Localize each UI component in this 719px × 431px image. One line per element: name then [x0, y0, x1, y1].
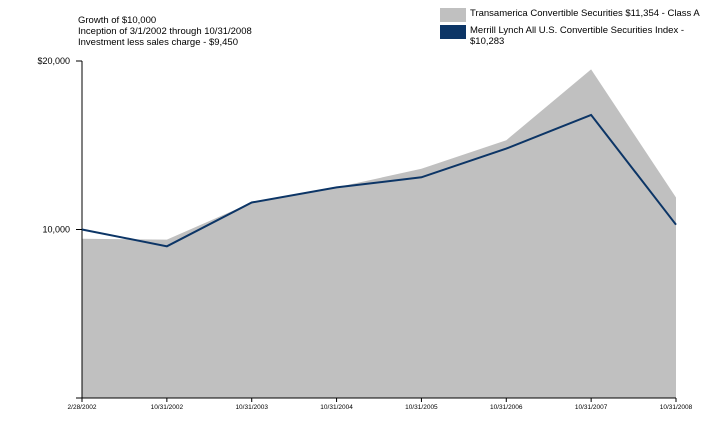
fund-area-layer	[82, 69, 676, 399]
header-sales-charge: Investment less sales charge - $9,450	[78, 37, 239, 48]
x-tick-label-6: 10/31/2007	[575, 404, 608, 411]
x-tick-label-5: 10/31/2006	[490, 404, 523, 411]
x-tick-label-3: 10/31/2004	[320, 404, 353, 411]
x-tick-label-7: 10/31/2008	[660, 404, 693, 411]
chart-header: Growth of $10,000 Inception of 3/1/2002 …	[78, 15, 252, 48]
y-tick-label-1: 10,000	[42, 225, 70, 235]
x-tick-label-1: 10/31/2002	[151, 404, 184, 411]
legend-label-fund: Transamerica Convertible Securities $11,…	[470, 8, 700, 19]
x-tick-label-4: 10/31/2005	[405, 404, 438, 411]
fund-area	[82, 69, 676, 399]
tick-labels-layer: $20,000 10,000 2/28/2002 10/31/2002 10/31/20…	[37, 56, 692, 411]
legend-item-index: Merrill Lynch All U.S. Convertible Secur…	[440, 25, 719, 47]
y-tick-label-0: $20,000	[37, 56, 70, 66]
x-tick-label-0: 2/28/2002	[68, 404, 97, 411]
legend-swatch-fund	[440, 8, 466, 22]
legend-item-fund: Transamerica Convertible Securities $11,…	[440, 8, 719, 22]
legend-label-index: Merrill Lynch All U.S. Convertible Secur…	[470, 25, 685, 47]
header-period: Inception of 3/1/2002 through 10/31/2008	[78, 26, 252, 37]
index-line-layer	[81, 113, 677, 248]
index-line	[81, 113, 677, 248]
x-tick-label-2: 10/31/2003	[235, 404, 268, 411]
legend: Transamerica Convertible Securities $11,…	[440, 8, 719, 50]
header-title: Growth of $10,000	[78, 15, 157, 26]
legend-swatch-index	[440, 25, 466, 39]
